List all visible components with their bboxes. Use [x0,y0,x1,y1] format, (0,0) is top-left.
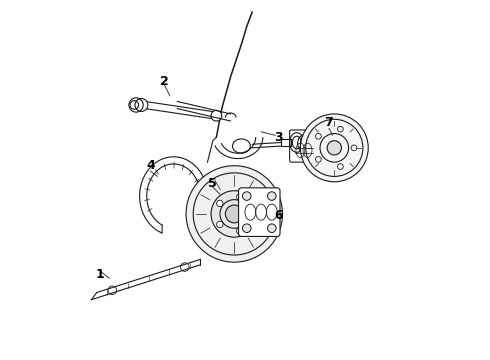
Circle shape [135,99,148,111]
Text: 6: 6 [274,209,283,222]
FancyBboxPatch shape [290,130,318,162]
Circle shape [243,224,251,233]
Circle shape [225,205,243,223]
Circle shape [249,211,255,217]
Text: 1: 1 [96,268,105,281]
Circle shape [268,192,276,201]
Text: 5: 5 [208,177,217,190]
Text: 2: 2 [160,75,169,88]
Circle shape [237,194,243,200]
Circle shape [211,191,258,237]
Circle shape [217,200,223,207]
Circle shape [217,221,223,228]
Text: 4: 4 [146,159,155,172]
Text: 7: 7 [324,116,333,129]
Circle shape [186,166,283,262]
FancyBboxPatch shape [239,188,280,237]
Circle shape [268,224,276,233]
Circle shape [243,192,251,201]
Circle shape [211,111,222,121]
Circle shape [237,228,243,234]
Circle shape [300,114,368,182]
Text: 3: 3 [274,131,283,144]
Circle shape [327,141,342,155]
